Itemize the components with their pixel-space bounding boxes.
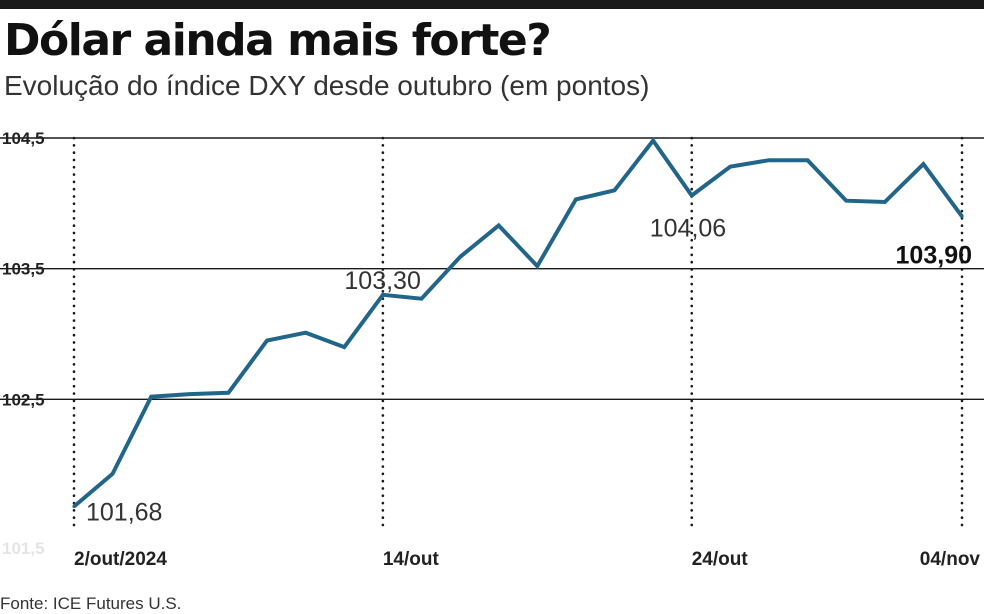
data-point (728, 165, 732, 169)
data-labels: 101,68 103,30 104,06 103,90 (86, 214, 972, 526)
horizontal-gridlines (0, 137, 984, 401)
data-point (304, 331, 308, 335)
data-point (574, 197, 578, 202)
data-point (111, 472, 115, 476)
data-point (265, 338, 269, 343)
x-tick-2-out-2024: 2/out/2024 (74, 549, 167, 570)
data-point (921, 162, 925, 166)
top-rule (0, 0, 984, 9)
data-point (651, 139, 655, 143)
data-label-103-90: 103,90 (896, 241, 972, 269)
data-point (767, 158, 771, 162)
data-label-104-06: 104,06 (650, 214, 726, 242)
source-note: Fonte: ICE Futures U.S. (0, 594, 182, 613)
data-point (497, 223, 501, 228)
data-point (883, 200, 887, 204)
data-point (805, 158, 810, 162)
y-tick-104-5: 104,5 (2, 129, 45, 148)
dxy-line-chart: 104,5 103,5 102,5 101,5 2/out/2024 14/out 24/… (0, 129, 984, 570)
data-label-103-30: 103,30 (344, 267, 420, 295)
x-tick-24-out: 24/out (692, 549, 749, 570)
y-tick-102-5: 102,5 (2, 390, 45, 409)
y-tick-101-5: 101,5 (2, 539, 45, 558)
data-point (72, 504, 76, 509)
vertical-gridlines (72, 136, 964, 534)
data-point (342, 345, 346, 349)
x-tick-04-nov: 04/nov (920, 549, 981, 570)
data-point (844, 199, 848, 203)
data-point (612, 188, 617, 192)
series-group (72, 137, 964, 509)
x-tick-14-out: 14/out (383, 549, 440, 570)
data-point (419, 297, 424, 301)
data-point (535, 264, 539, 268)
series-line (72, 137, 964, 509)
y-axis-tick-labels: 104,5 103,5 102,5 101,5 (2, 129, 45, 558)
data-point (690, 193, 694, 198)
y-tick-103-5: 103,5 (2, 260, 45, 279)
data-point (960, 214, 964, 218)
chart-title: Dólar ainda mais forte? (4, 15, 552, 66)
data-label-101-68: 101,68 (86, 498, 162, 526)
data-point (458, 255, 462, 259)
data-point (188, 392, 192, 396)
data-point (226, 391, 231, 395)
data-point (381, 293, 385, 297)
data-point (149, 395, 153, 399)
chart-subtitle: Evolução do índice DXY desde outubro (em… (4, 70, 650, 101)
x-axis-tick-labels: 2/out/2024 14/out 24/out 04/nov (74, 549, 980, 570)
